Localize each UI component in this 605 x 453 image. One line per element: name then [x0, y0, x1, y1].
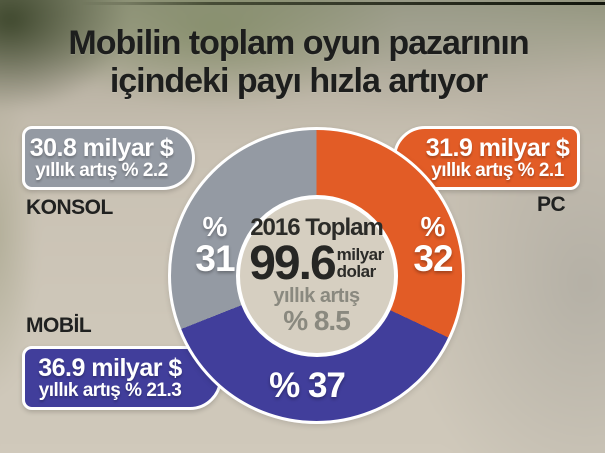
donut-chart: 2016 Toplam 99.6 milyar dolar yıllık art…: [168, 127, 465, 424]
donut-center: 2016 Toplam 99.6 milyar dolar yıllık art…: [235, 194, 398, 357]
pc-share-number: 32: [413, 237, 453, 279]
konsol-share-sign: %: [202, 211, 228, 242]
top-dark-line: [80, 2, 605, 5]
pc-share-sign: %: [420, 211, 446, 242]
center-unit-line2: dolar: [336, 261, 377, 281]
center-unit-line1: milyar: [336, 245, 385, 265]
konsol-callout: 30.8 milyar $ yıllık artış % 2.2: [22, 126, 195, 190]
konsol-value: 30.8 milyar $: [29, 133, 174, 162]
mobil-label: MOBİL: [26, 314, 92, 337]
mobil-value: 36.9 milyar $: [38, 353, 182, 382]
center-total-row: 99.6 milyar dolar: [249, 236, 385, 290]
mobil-share-label: % 37: [269, 366, 346, 405]
page-title-line2: içindeki payı hızla artıyor: [109, 62, 488, 100]
pc-label: PC: [537, 193, 566, 216]
mobil-callout: 36.9 milyar $ yıllık artış % 21.3: [22, 346, 222, 410]
page-title-line1: Mobilin toplam oyun pazarının: [68, 24, 529, 62]
center-year-label: 2016 Toplam: [250, 213, 384, 241]
pc-growth: yıllık artış % 2.1: [431, 160, 564, 182]
konsol-share-number: 31: [195, 237, 235, 279]
pc-share-label: % 32: [406, 211, 460, 279]
konsol-growth: yıllık artış % 2.2: [35, 160, 168, 182]
konsol-label: KONSOL: [26, 196, 113, 219]
page-title: Mobilin toplam oyun pazarının içindeki pa…: [0, 24, 597, 100]
center-total-value: 99.6: [249, 236, 336, 290]
pc-value: 31.9 milyar $: [425, 133, 570, 162]
mobil-growth: yıllık artış % 21.3: [38, 380, 182, 402]
center-total-units: milyar dolar: [336, 245, 385, 281]
center-growth-label: yıllık artış: [273, 285, 360, 308]
center-growth-value: % 8.5: [283, 305, 351, 337]
konsol-share-label: % 31: [188, 211, 242, 279]
